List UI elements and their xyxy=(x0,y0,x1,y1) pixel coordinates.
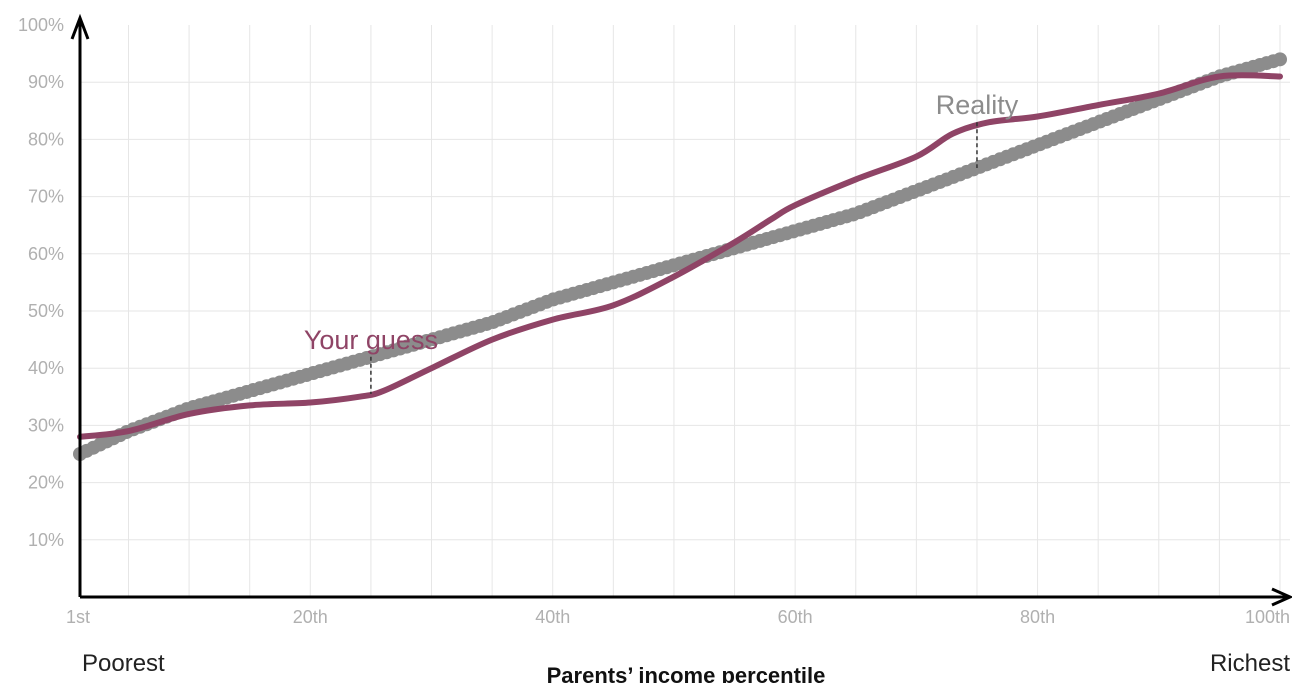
x-tick-labels: 1st 20th 40th 60th 80th 100th xyxy=(66,607,1290,627)
x-tick-label: 60th xyxy=(778,607,813,627)
x-tick-label: 20th xyxy=(293,607,328,627)
y-axis-arrowhead xyxy=(70,13,90,40)
x-axis-title: Parents’ income percentile xyxy=(547,663,826,683)
x-end-label: Richest xyxy=(1210,650,1290,677)
x-axis-arrowhead xyxy=(1271,587,1292,607)
series-your-guess-line xyxy=(77,72,1283,440)
your-guess-label: Your guess xyxy=(304,325,438,355)
y-tick-label: 80% xyxy=(28,129,64,149)
x-tick-label: 100th xyxy=(1245,607,1290,627)
x-tick-label: 1st xyxy=(66,607,90,627)
annotations: Reality Your guess xyxy=(304,90,1019,394)
x-tick-label: 40th xyxy=(535,607,570,627)
x-tick-label: 80th xyxy=(1020,607,1055,627)
y-tick-label: 30% xyxy=(28,415,64,435)
y-tick-label: 60% xyxy=(28,244,64,264)
series-layer xyxy=(73,52,1287,461)
y-tick-label: 90% xyxy=(28,72,64,92)
y-tick-label: 10% xyxy=(28,530,64,550)
y-tick-label: 50% xyxy=(28,301,64,321)
y-tick-labels: 10% 20% 30% 40% 50% 60% 70% 80% 90% 100% xyxy=(18,15,64,550)
axes xyxy=(70,13,1292,607)
series-reality-dots xyxy=(73,52,1287,461)
reality-point xyxy=(1273,52,1287,67)
y-tick-label: 100% xyxy=(18,15,64,35)
x-start-label: Poorest xyxy=(82,650,165,677)
gridlines xyxy=(80,25,1290,597)
reality-label: Reality xyxy=(936,90,1019,120)
y-tick-label: 70% xyxy=(28,187,64,207)
y-tick-label: 20% xyxy=(28,473,64,493)
y-tick-label: 40% xyxy=(28,358,64,378)
